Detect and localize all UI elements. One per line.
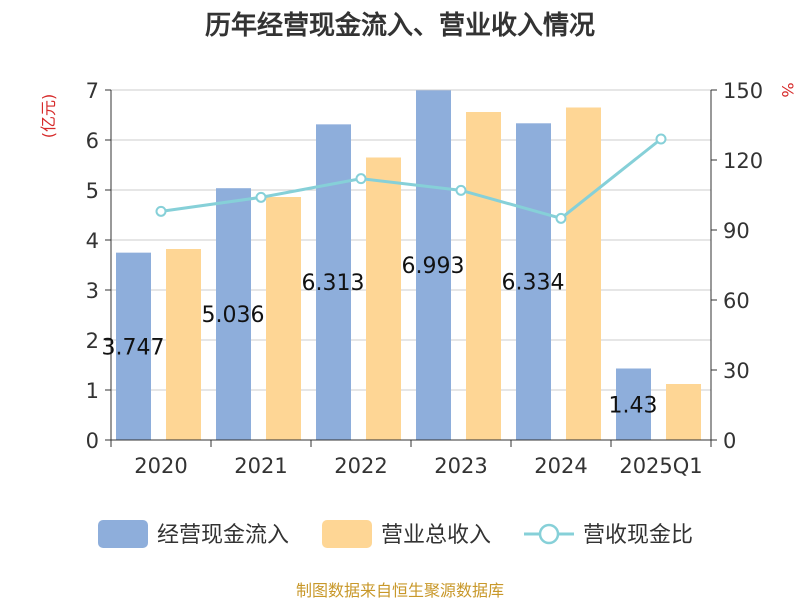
chart-title: 历年经营现金流入、营业收入情况 bbox=[205, 10, 595, 41]
legend-label-cash-inflow: 经营现金流入 bbox=[157, 523, 289, 548]
right-tick-label: 90 bbox=[723, 219, 750, 243]
bar-cash-inflow bbox=[316, 124, 351, 440]
left-axis-unit: (亿元) bbox=[39, 94, 58, 139]
ratio-point bbox=[255, 191, 267, 203]
left-tick-label: 6 bbox=[86, 129, 99, 153]
bar-revenue bbox=[666, 384, 701, 440]
bar-value-label: 6.993 bbox=[402, 254, 465, 279]
x-tick-label: 2022 bbox=[334, 454, 387, 478]
right-tick-label: 0 bbox=[723, 429, 736, 453]
legend-label-ratio: 营收现金比 bbox=[583, 523, 693, 548]
bar-value-label: 6.313 bbox=[302, 271, 365, 296]
bar-revenue bbox=[366, 157, 401, 440]
right-tick-label: 60 bbox=[723, 289, 750, 313]
ratio-point bbox=[455, 184, 467, 196]
right-tick-label: 30 bbox=[723, 359, 750, 383]
bar-value-label: 3.747 bbox=[102, 335, 165, 360]
left-tick-label: 0 bbox=[86, 429, 99, 453]
ratio-line-group bbox=[155, 133, 667, 224]
bar-cash-inflow bbox=[616, 368, 651, 440]
ratio-point bbox=[555, 212, 567, 224]
legend-swatch-cash-inflow bbox=[98, 520, 148, 548]
bar-labels: 3.747 5.036 6.313 6.993 6.334 1.43 bbox=[102, 254, 658, 418]
x-tick-label: 2023 bbox=[434, 454, 487, 478]
left-tick-label: 1 bbox=[86, 379, 99, 403]
bar-value-label: 1.43 bbox=[609, 393, 658, 418]
ratio-point bbox=[355, 173, 367, 185]
x-tick-label: 2025Q1 bbox=[619, 454, 702, 478]
left-tick-label: 4 bbox=[86, 229, 99, 253]
grid-lines bbox=[111, 89, 711, 391]
left-tick-label: 2 bbox=[86, 329, 99, 353]
ratio-line bbox=[160, 137, 662, 220]
bar-revenue bbox=[466, 112, 501, 440]
right-axis-unit: % bbox=[778, 82, 797, 97]
bar-group bbox=[116, 90, 701, 441]
right-tick-label: 120 bbox=[723, 149, 763, 173]
bar-value-label: 5.036 bbox=[202, 303, 265, 328]
left-tick-label: 3 bbox=[86, 279, 99, 303]
bar-value-label: 6.334 bbox=[502, 271, 565, 296]
bar-revenue bbox=[566, 107, 601, 440]
right-tick-label: 150 bbox=[723, 79, 763, 103]
legend-label-revenue: 营业总收入 bbox=[381, 523, 491, 548]
bar-revenue bbox=[166, 249, 201, 440]
ratio-point bbox=[655, 133, 667, 145]
x-tick-label: 2024 bbox=[534, 454, 587, 478]
left-tick-label: 7 bbox=[86, 79, 99, 103]
source-note: 制图数据来自恒生聚源数据库 bbox=[296, 581, 504, 600]
legend: 经营现金流入 营业总收入 营收现金比 bbox=[98, 520, 693, 548]
bar-cash-inflow bbox=[416, 90, 451, 440]
bar-cash-inflow bbox=[516, 123, 551, 441]
ratio-point bbox=[155, 205, 167, 217]
legend-swatch-revenue bbox=[322, 520, 372, 548]
legend-marker-ratio bbox=[538, 523, 560, 545]
bar-revenue bbox=[266, 197, 301, 440]
x-tick-label: 2021 bbox=[234, 454, 287, 478]
bar-cash-inflow bbox=[216, 188, 251, 440]
left-tick-label: 5 bbox=[86, 179, 99, 203]
x-tick-label: 2020 bbox=[134, 454, 187, 478]
bar-cash-inflow bbox=[116, 252, 151, 440]
axes: 0 1 2 3 4 5 6 7 0 30 60 90 120 150 2020 2021 2022 2023 202… bbox=[86, 79, 763, 478]
